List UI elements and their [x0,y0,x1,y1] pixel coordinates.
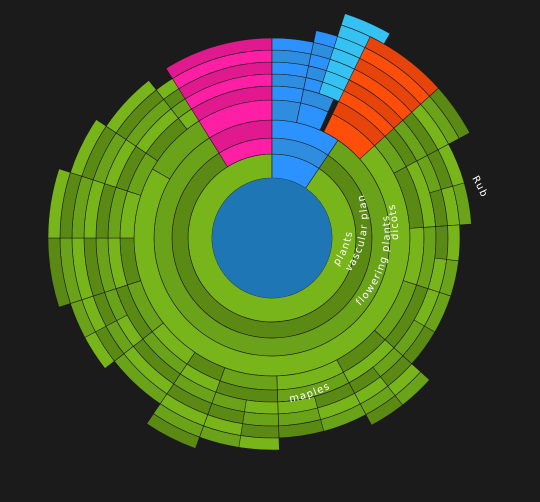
segment-151[interactable] [364,36,439,97]
segment-11[interactable] [429,87,471,139]
segment-66[interactable] [146,413,200,449]
root-node[interactable] [212,178,332,298]
segment-124[interactable] [271,99,302,123]
sunburst-segments [47,13,472,451]
